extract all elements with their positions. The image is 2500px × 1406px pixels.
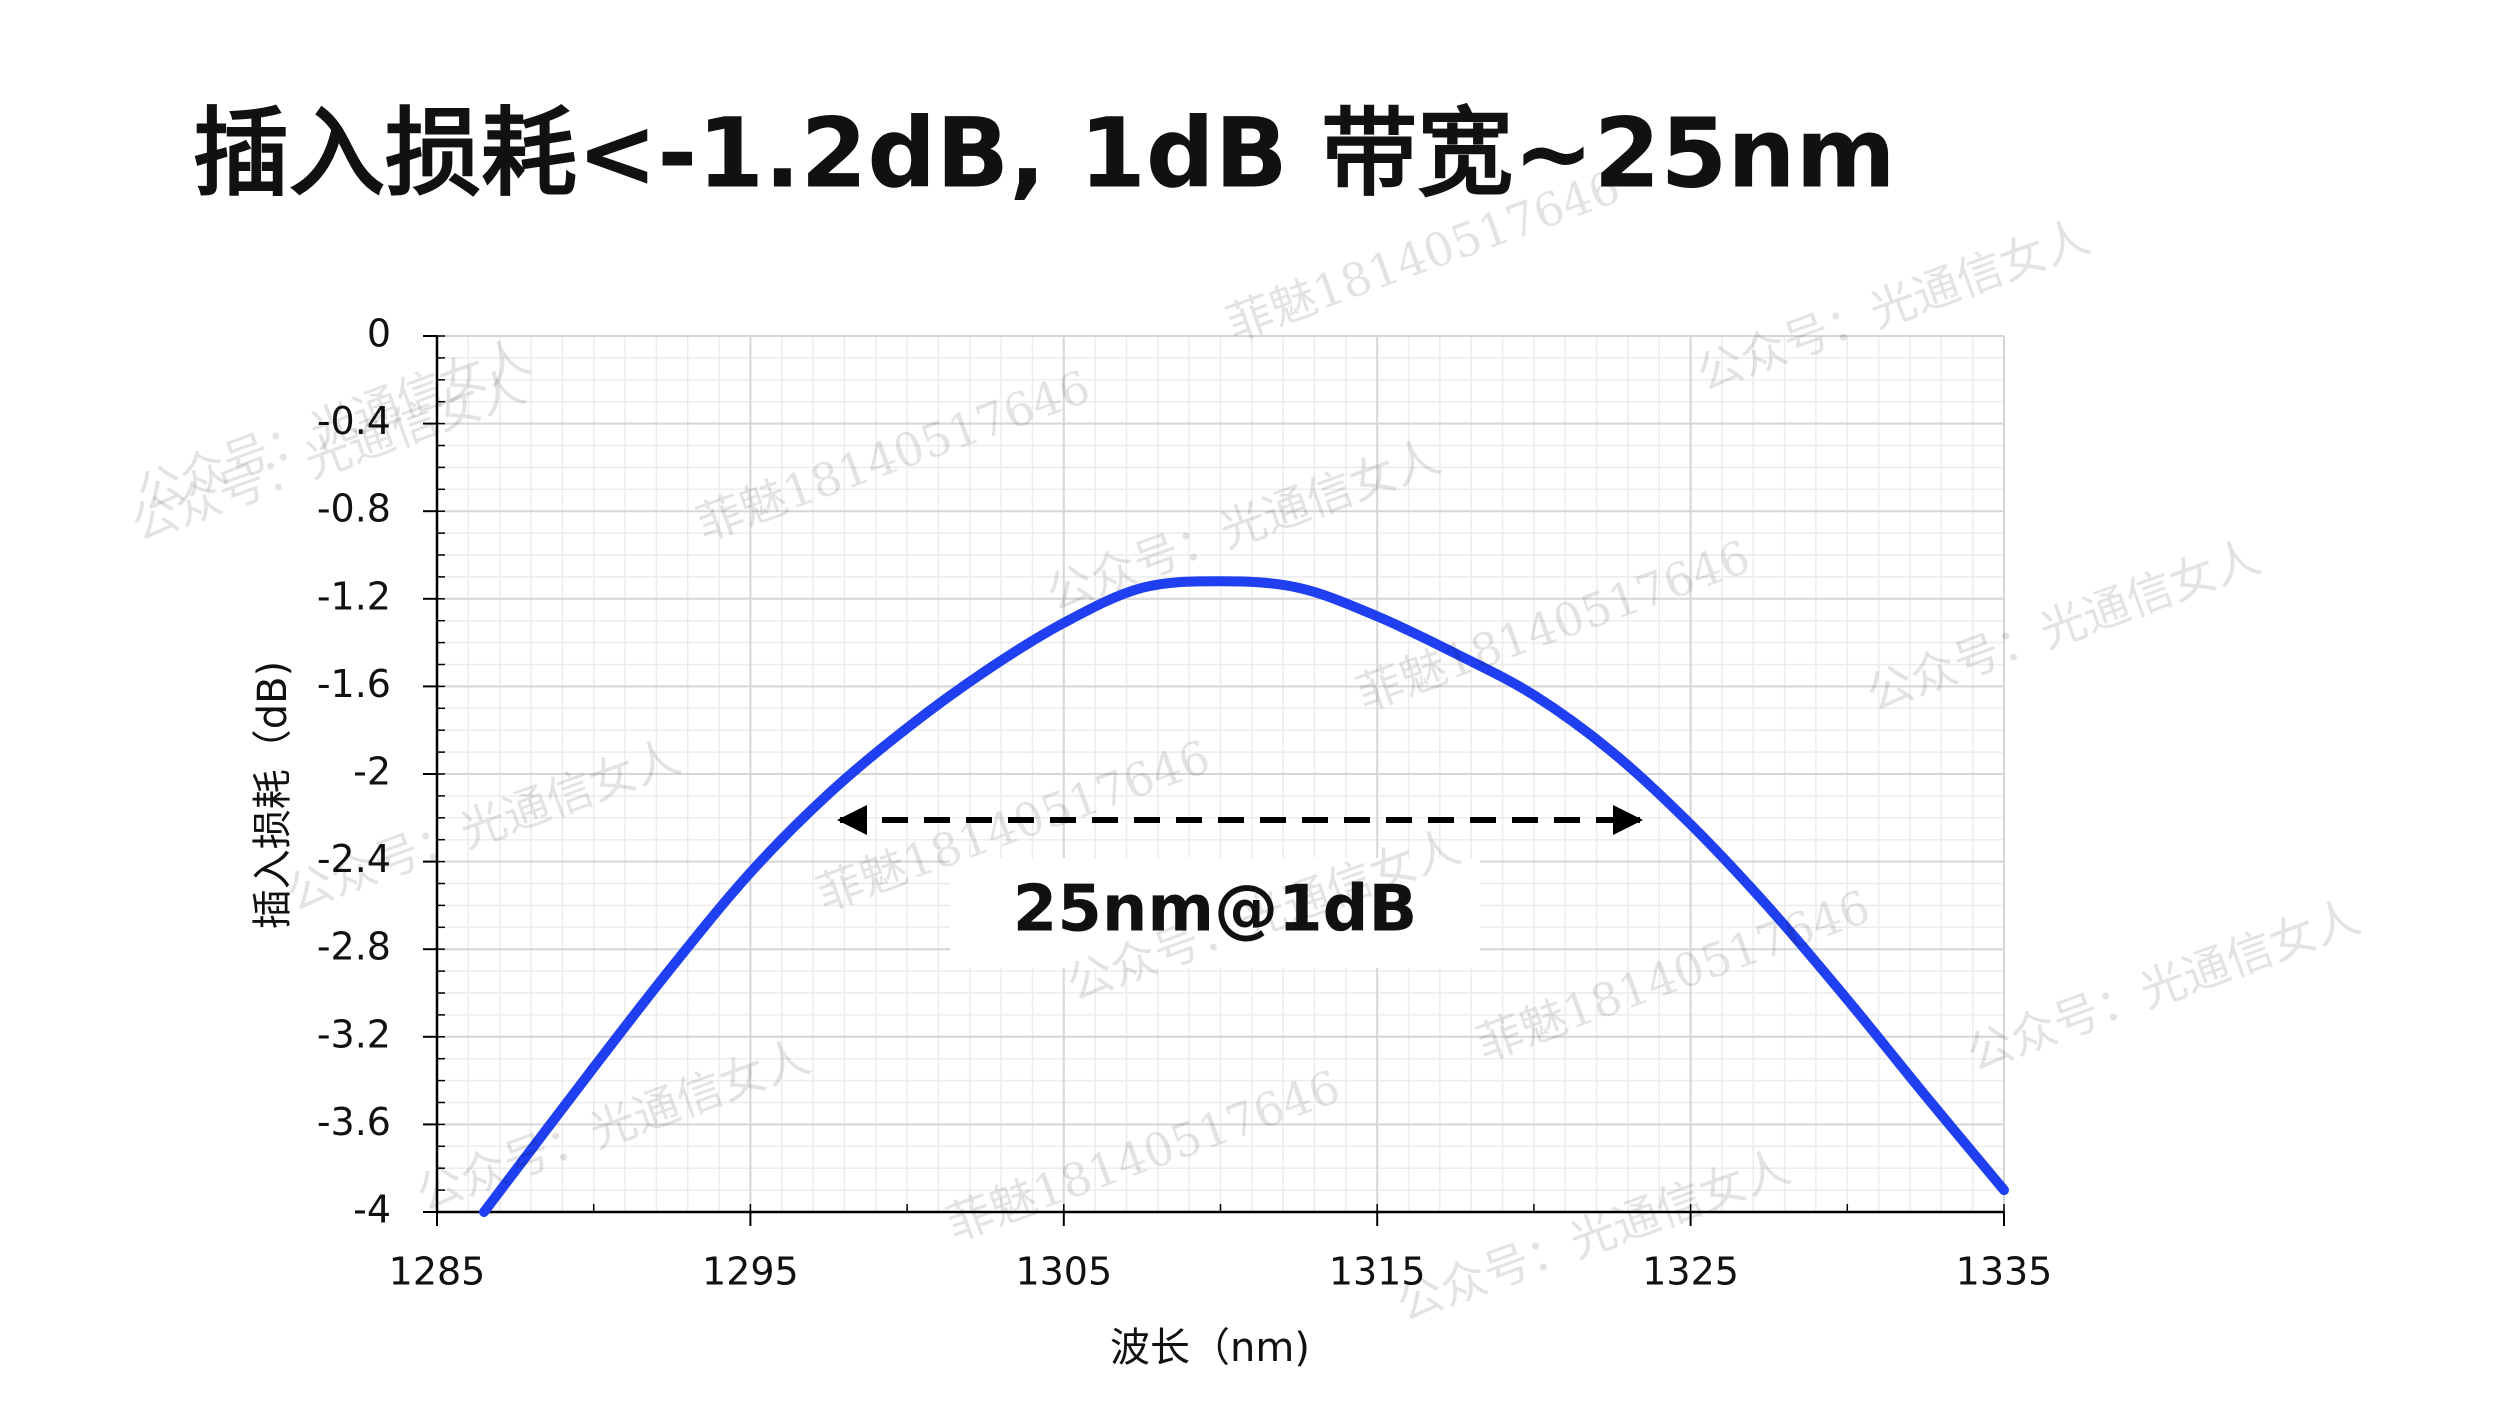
watermark: 公众号：光通信女人 xyxy=(1039,429,1447,621)
y-axis-label: 插入损耗（dB) xyxy=(250,661,296,929)
annotation-box xyxy=(950,858,1480,968)
y-tick-label: -3.2 xyxy=(317,1012,391,1056)
x-tick-label: 1335 xyxy=(1956,1250,2053,1294)
y-tick-label: -2.4 xyxy=(317,837,391,881)
y-tick-label: 0 xyxy=(367,312,391,356)
watermark: 公众号：光通信女人 xyxy=(1689,209,2097,401)
annotation-text: 25nm@1dB xyxy=(1013,873,1417,947)
data-line xyxy=(479,576,2009,1217)
watermark: 公众号：光通信女人 xyxy=(1859,529,2267,721)
x-tick-label: 1295 xyxy=(702,1250,799,1294)
y-tick-label: -2 xyxy=(353,750,391,794)
y-tick-label: -0.8 xyxy=(317,487,391,531)
x-tick-label: 1305 xyxy=(1015,1250,1112,1294)
y-tick-label: -2.8 xyxy=(317,925,391,969)
y-tick-label: -3.6 xyxy=(317,1100,391,1144)
x-axis-label: 波长（nm) xyxy=(1110,1325,1310,1371)
watermark: 菲魅18140517646 xyxy=(1349,529,1756,721)
x-tick-label: 1315 xyxy=(1329,1250,1426,1294)
y-tick-label: -1.2 xyxy=(317,574,391,618)
watermark: 公众号：光通信女人 xyxy=(1959,889,2367,1081)
y-tick-label: -4 xyxy=(353,1188,391,1232)
x-tick-label: 1325 xyxy=(1642,1250,1739,1294)
x-tick-label: 1285 xyxy=(389,1250,486,1294)
chart-title: 插入损耗<-1.2dB, 1dB 带宽~25nm xyxy=(193,97,1896,209)
y-tick-label: -0.4 xyxy=(317,399,391,443)
y-tick-label: -1.6 xyxy=(317,662,391,706)
